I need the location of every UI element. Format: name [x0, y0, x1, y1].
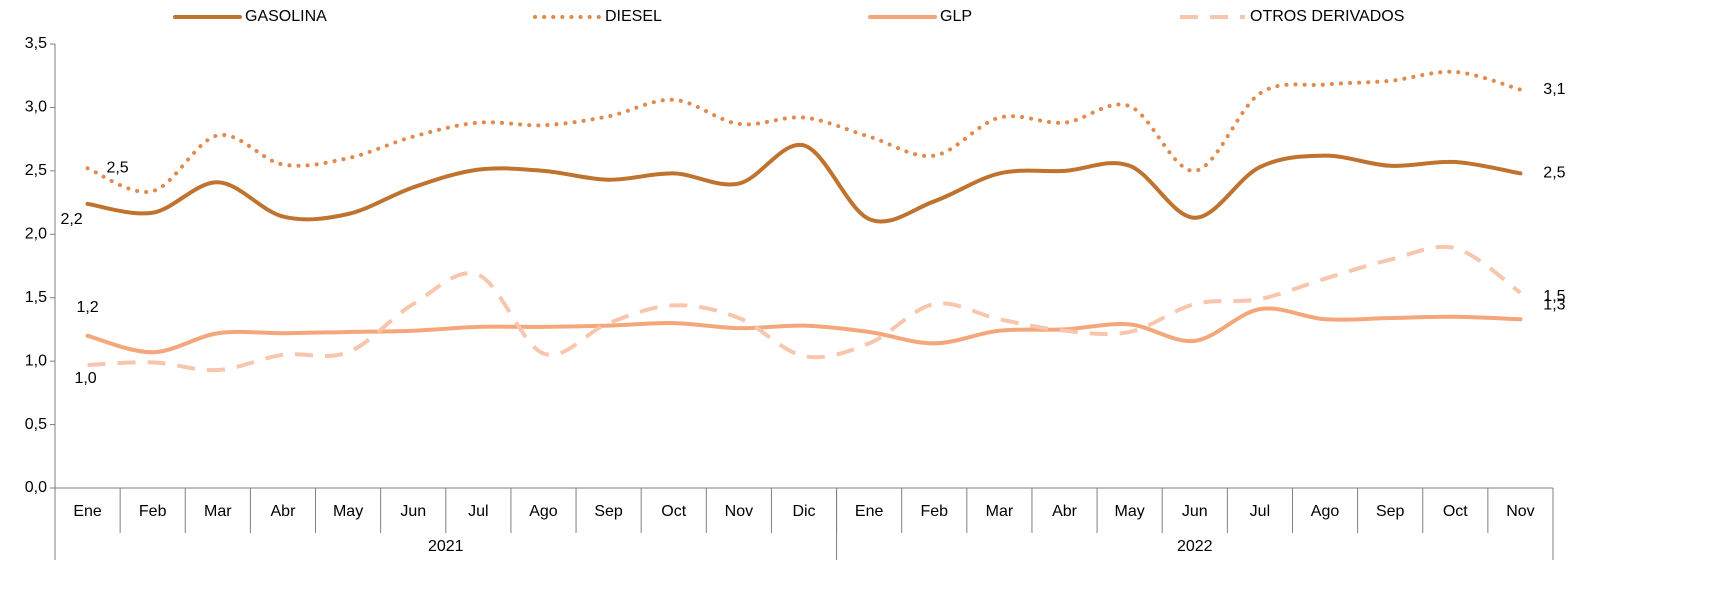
- data-label: 2,2: [60, 211, 82, 228]
- x-tick-label: Jun: [1182, 503, 1208, 520]
- x-tick-label: Jul: [1250, 503, 1270, 520]
- x-tick-label: Abr: [271, 503, 297, 520]
- legend-label: GLP: [940, 8, 972, 25]
- x-tick-label: Jul: [468, 503, 488, 520]
- x-tick-label: Mar: [204, 503, 232, 520]
- x-tick-label: Dic: [792, 503, 815, 520]
- group-label: 2021: [428, 538, 464, 555]
- y-tick-label: 0,0: [25, 479, 47, 496]
- x-tick-label: Feb: [139, 503, 167, 520]
- legend-label: GASOLINA: [245, 8, 327, 25]
- y-tick-label: 1,5: [25, 289, 47, 306]
- x-tick-label: Nov: [725, 503, 753, 520]
- data-label: 3,1: [1543, 81, 1565, 98]
- legend-label: OTROS DERIVADOS: [1250, 8, 1404, 25]
- x-tick-label: Ago: [1311, 503, 1340, 520]
- x-tick-label: Oct: [661, 503, 686, 520]
- x-tick-label: May: [1115, 503, 1145, 520]
- x-tick-label: May: [333, 503, 363, 520]
- x-tick-label: Sep: [594, 503, 623, 520]
- data-label: 1,5: [1543, 288, 1565, 305]
- series-line: [85, 142, 1523, 224]
- x-tick-label: Oct: [1443, 503, 1468, 520]
- x-tick-label: Ene: [855, 503, 884, 520]
- y-tick-label: 1,0: [25, 352, 47, 369]
- group-label: 2022: [1177, 538, 1213, 555]
- data-label: 1,3: [1543, 296, 1565, 313]
- x-tick-label: Sep: [1376, 503, 1405, 520]
- data-label: 1,0: [74, 370, 96, 387]
- data-label: 1,2: [76, 299, 98, 316]
- data-label: 2,5: [1543, 165, 1565, 182]
- y-tick-label: 3,0: [25, 99, 47, 116]
- series-line: [85, 306, 1523, 355]
- series-line: [87, 244, 1522, 373]
- x-tick-label: Ene: [73, 503, 102, 520]
- x-tick-label: Feb: [920, 503, 948, 520]
- y-tick-label: 3,5: [25, 35, 47, 52]
- x-tick-label: Abr: [1052, 503, 1078, 520]
- series-line: [85, 69, 1523, 194]
- data-label: 2,5: [106, 160, 128, 177]
- x-tick-label: Ago: [529, 503, 558, 520]
- x-tick-label: Jun: [400, 503, 426, 520]
- legend-label: DIESEL: [605, 8, 662, 25]
- y-tick-label: 0,5: [25, 416, 47, 433]
- x-tick-label: Nov: [1506, 503, 1534, 520]
- y-tick-label: 2,5: [25, 162, 47, 179]
- x-tick-label: Mar: [986, 503, 1014, 520]
- y-tick-label: 2,0: [25, 226, 47, 243]
